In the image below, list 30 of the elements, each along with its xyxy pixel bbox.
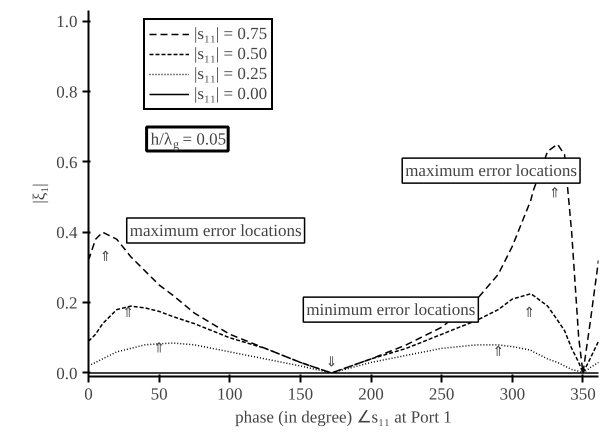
- annotation: maximum error locations: [405, 161, 578, 180]
- y-tick-label: 1.0: [56, 12, 78, 32]
- annotation: ⇑: [523, 305, 536, 322]
- legend-label: |s₁₁| = 0.00: [194, 84, 268, 104]
- legend-label: |s₁₁| = 0.50: [194, 44, 268, 64]
- x-tick-label: 300: [500, 384, 526, 404]
- annotation: maximum error locations: [130, 220, 302, 240]
- legend-label: |s₁₁| = 0.75: [194, 24, 268, 44]
- x-tick-label: 150: [288, 384, 314, 404]
- x-tick-label: 50: [150, 384, 168, 404]
- annotation: ⇑: [153, 340, 166, 356]
- x-tick-label: 0: [84, 384, 93, 404]
- y-tick-label: 0.4: [56, 223, 78, 242]
- annotation: ⇑: [122, 305, 134, 322]
- annotation: ⇑: [548, 186, 561, 202]
- y-axis-title: |ξ₁|: [29, 183, 48, 204]
- y-tick-label: 0.6: [56, 152, 78, 172]
- annotation: ⇓: [326, 354, 338, 370]
- y-tick-label: 0.2: [56, 294, 78, 313]
- x-tick-label: 350: [570, 384, 596, 404]
- x-tick-label: 100: [217, 384, 243, 404]
- annotation: minimum error locations: [306, 300, 476, 320]
- x-axis-title: phase (in degree) ∠s₁₁ at Port 1: [235, 408, 452, 426]
- annotation: ⇑: [492, 344, 504, 360]
- x-tick-label: 200: [358, 384, 384, 404]
- y-tick-label: 0.8: [56, 82, 78, 102]
- y-tick-label: 0.0: [56, 364, 78, 383]
- annotation: ⇑: [100, 248, 112, 265]
- legend-label: |s₁₁| = 0.25: [194, 64, 268, 84]
- x-tick-label: 250: [428, 384, 454, 404]
